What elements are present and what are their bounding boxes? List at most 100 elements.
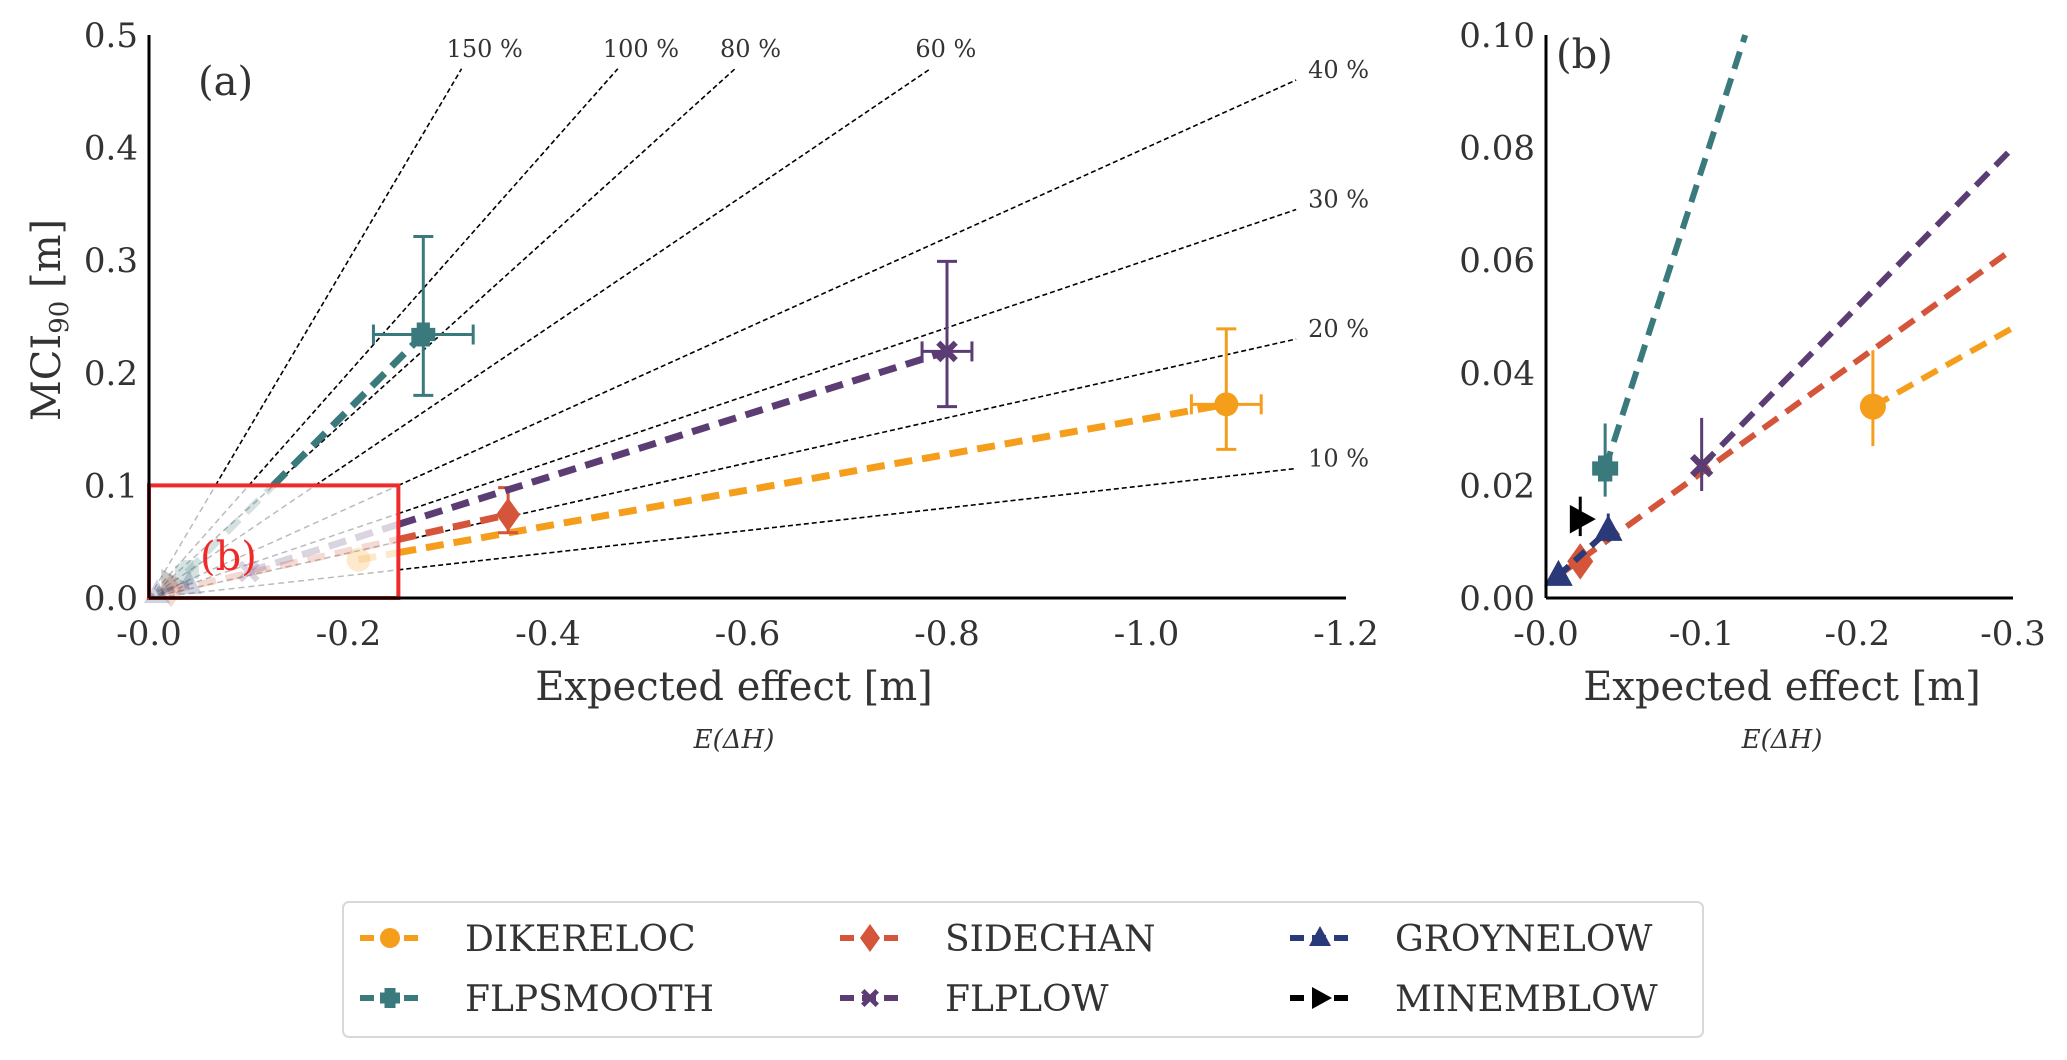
marker-groynelow: [1544, 559, 1573, 586]
legend-marker-groynelow: [1309, 926, 1331, 946]
x-tick-label: -0.2: [1825, 614, 1891, 654]
legend-marker-sidechan: [860, 924, 880, 952]
marker-flpsmooth: [174, 560, 199, 585]
legend-marker-flpsmooth: [380, 988, 400, 1008]
series-line-faded: [357, 549, 399, 564]
series-line-faded: [156, 581, 190, 597]
panel-a-xlabel: Expected effect [m]: [535, 664, 933, 710]
legend-marker-flplow: [861, 989, 879, 1007]
legend-label: FLPSMOOTH: [465, 979, 714, 1020]
series-line-flplow: [397, 348, 949, 528]
marker-groynelow: [175, 570, 203, 595]
x-tick-label: -0.2: [316, 614, 382, 654]
reference-line-inbox: [148, 484, 399, 599]
reference-line-inbox: [148, 484, 275, 599]
reference-label: 80 %: [720, 35, 781, 63]
reference-line-inbox: [148, 484, 250, 599]
panel-b: -0.0 -0.1 -0.2 -0.3 0.00 0.02 0.04 0.06 0.08 0.10: [1459, 16, 2045, 654]
legend-item: MINEMBLOW: [1290, 979, 1658, 1020]
y-tick-label: 0.00: [1459, 579, 1535, 619]
marker-dikereloc: [346, 547, 371, 572]
marker-flplow: [237, 560, 260, 583]
panel-a: 150 % 100 % 80 % 60 % 40 % 30 % 20 % 10 % (b) -0.…: [84, 16, 1379, 654]
marker-flplow: [936, 340, 958, 363]
series-line-faded: [184, 482, 276, 575]
reference-label: 100 %: [603, 35, 679, 63]
y-tick-label: 0.10: [1459, 16, 1535, 56]
marker-groynelow: [1593, 514, 1623, 541]
series-line-dikereloc: [1871, 325, 2015, 410]
panel-b-xlabel: Expected effect [m]: [1583, 664, 1981, 710]
series-line-faded: [170, 535, 400, 595]
legend-label: MINEMBLOW: [1395, 979, 1658, 1020]
marker-flpsmooth: [1592, 455, 1619, 482]
reference-line-20pct: [398, 338, 1297, 543]
x-tick-label: -1.0: [1114, 614, 1180, 654]
reference-label: 60 %: [915, 35, 976, 63]
panel-a-ylabel: MCI90 [m]: [24, 219, 75, 421]
x-tick-label: -0.1: [1669, 614, 1735, 654]
legend: DIKERELOC SIDECHAN GROYNELOW FLPSMOOTH FLPLO…: [342, 901, 1704, 1038]
reference-line-inbox: [148, 485, 217, 599]
marker-dikereloc: [1214, 392, 1239, 417]
marker-sidechan: [1567, 543, 1594, 580]
panel-a-label: (a): [198, 59, 253, 105]
x-tick-label: -0.3: [1980, 614, 2046, 654]
y-tick-label: 0.4: [84, 129, 138, 169]
x-tick-label: -0.4: [515, 614, 581, 654]
y-tick-label: 0.5: [84, 16, 138, 56]
reference-label: 40 %: [1308, 56, 1369, 84]
reference-line-40pct: [398, 79, 1297, 487]
marker-minemblow: [1569, 504, 1596, 534]
reference-line-150pct: [214, 68, 463, 486]
legend-marker-minemblow: [1312, 987, 1332, 1009]
y-tick-label: 0.1: [84, 466, 138, 506]
panel-b-label: (b): [1556, 32, 1613, 78]
ylabel-main: MCI: [24, 334, 70, 421]
reference-line-60pct: [314, 68, 931, 487]
x-tick-label: -0.8: [914, 614, 980, 654]
reference-line-30pct: [398, 208, 1297, 515]
ylabel-sub: 90: [45, 301, 75, 334]
legend-item: GROYNELOW: [1290, 919, 1652, 960]
legend-label: DIKERELOC: [465, 919, 696, 960]
marker-dikereloc: [1859, 393, 1886, 420]
reference-line-10pct: [398, 467, 1297, 571]
legend-label: GROYNELOW: [1395, 919, 1652, 960]
series-line-sidechan: [1556, 246, 2015, 578]
series-line-sidechan: [397, 511, 509, 543]
y-tick-label: 0.08: [1459, 129, 1535, 169]
y-tick-label: 0.3: [84, 241, 138, 281]
inset-box-label: (b): [200, 534, 257, 580]
legend-item: FLPSMOOTH: [360, 979, 714, 1020]
reference-line-inbox: [148, 484, 316, 599]
marker-minemblow: [161, 569, 186, 596]
x-tick-label: -0.6: [715, 614, 781, 654]
marker-flplow: [1689, 453, 1714, 478]
reference-label: 150 %: [447, 35, 523, 63]
marker-sidechan: [496, 497, 521, 532]
y-tick-label: 0.06: [1459, 241, 1535, 281]
legend-item: SIDECHAN: [840, 919, 1155, 960]
y-tick-label: 0.02: [1459, 466, 1535, 506]
series-line-flpsmooth: [1602, 34, 1749, 470]
reference-line-inbox: [148, 569, 399, 599]
legend-frame: [342, 901, 1704, 1038]
series-line-flpsmooth: [270, 332, 426, 488]
legend-label: FLPLOW: [945, 979, 1109, 1020]
series-line-flplow: [1699, 145, 2016, 468]
y-tick-label: 0.04: [1459, 354, 1535, 394]
legend-marker-dikereloc: [380, 928, 400, 948]
reference-label: 30 %: [1308, 186, 1369, 214]
reference-line-inbox: [148, 512, 399, 599]
reference-label: 10 %: [1308, 445, 1369, 473]
reference-line-100pct: [248, 68, 619, 486]
x-tick-label: -1.2: [1313, 614, 1379, 654]
legend-item: DIKERELOC: [360, 919, 696, 960]
reference-line-inbox: [148, 540, 399, 599]
legend-item: FLPLOW: [840, 979, 1109, 1020]
x-tick-label: -0.0: [116, 614, 182, 654]
panel-b-xsublabel: E(ΔH): [1741, 725, 1823, 755]
panel-a-xsublabel: E(ΔH): [693, 725, 775, 755]
